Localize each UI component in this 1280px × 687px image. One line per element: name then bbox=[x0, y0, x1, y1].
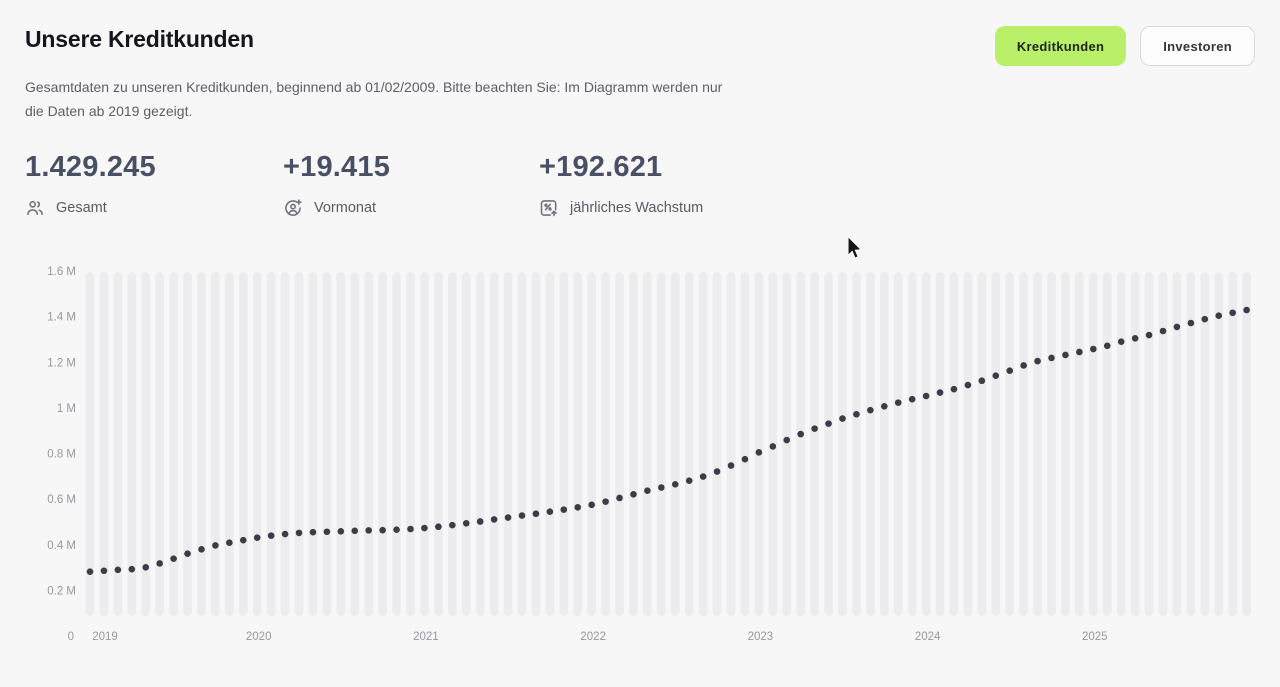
stat-previous-month-label: Vormonat bbox=[314, 200, 377, 216]
stat-total-label: Gesamt bbox=[56, 200, 107, 216]
svg-text:1.2 M: 1.2 M bbox=[47, 357, 76, 369]
svg-text:0.4 M: 0.4 M bbox=[47, 540, 76, 552]
svg-text:0.2 M: 0.2 M bbox=[47, 585, 76, 597]
svg-text:2023: 2023 bbox=[748, 631, 774, 643]
stat-previous-month-value: +19.415 bbox=[283, 151, 391, 183]
svg-text:1.6 M: 1.6 M bbox=[47, 266, 76, 278]
dataset-toggle-group: Kreditkunden Investoren bbox=[994, 26, 1255, 66]
x-axis-labels: 2019 2020 2021 2022 2023 2024 2025 bbox=[92, 631, 1107, 643]
investoren-button[interactable]: Investoren bbox=[1140, 26, 1255, 66]
svg-text:2024: 2024 bbox=[915, 631, 941, 643]
stat-total: 1.429.245 Gesamt bbox=[25, 150, 156, 218]
svg-text:2022: 2022 bbox=[580, 631, 606, 643]
user-plus-icon bbox=[285, 199, 302, 216]
svg-text:0.6 M: 0.6 M bbox=[47, 494, 76, 506]
page-title: Unsere Kreditkunden bbox=[25, 26, 254, 52]
percent-growth-icon bbox=[540, 200, 557, 217]
svg-text:2025: 2025 bbox=[1082, 631, 1108, 643]
page-subtitle: Gesamtdaten zu unseren Kreditkunden, beg… bbox=[25, 79, 723, 119]
stat-annual-growth-value: +192.621 bbox=[539, 151, 663, 183]
users-icon bbox=[27, 200, 43, 216]
svg-text:0.8 M: 0.8 M bbox=[47, 449, 76, 461]
y-axis-labels: 1.6 M 1.4 M 1.2 M 1 M 0.8 M 0.6 M 0.4 M 0.2 M 0 bbox=[47, 266, 76, 643]
kreditkunden-button[interactable]: Kreditkunden bbox=[994, 26, 1127, 66]
data-points bbox=[86, 306, 1250, 575]
stat-previous-month: +19.415 Vormonat bbox=[283, 150, 390, 218]
svg-text:1 M: 1 M bbox=[57, 403, 76, 415]
svg-text:0: 0 bbox=[68, 631, 74, 643]
svg-text:2019: 2019 bbox=[92, 631, 118, 643]
svg-text:1.4 M: 1.4 M bbox=[47, 312, 76, 324]
month-grid-bars bbox=[85, 272, 1251, 616]
svg-text:2020: 2020 bbox=[246, 631, 272, 643]
svg-text:2021: 2021 bbox=[413, 631, 439, 643]
stat-total-value: 1.429.245 bbox=[25, 151, 156, 183]
stat-annual-growth: +192.621 jährliches Wachstum bbox=[539, 150, 703, 218]
stat-annual-growth-label: jährliches Wachstum bbox=[570, 200, 704, 216]
